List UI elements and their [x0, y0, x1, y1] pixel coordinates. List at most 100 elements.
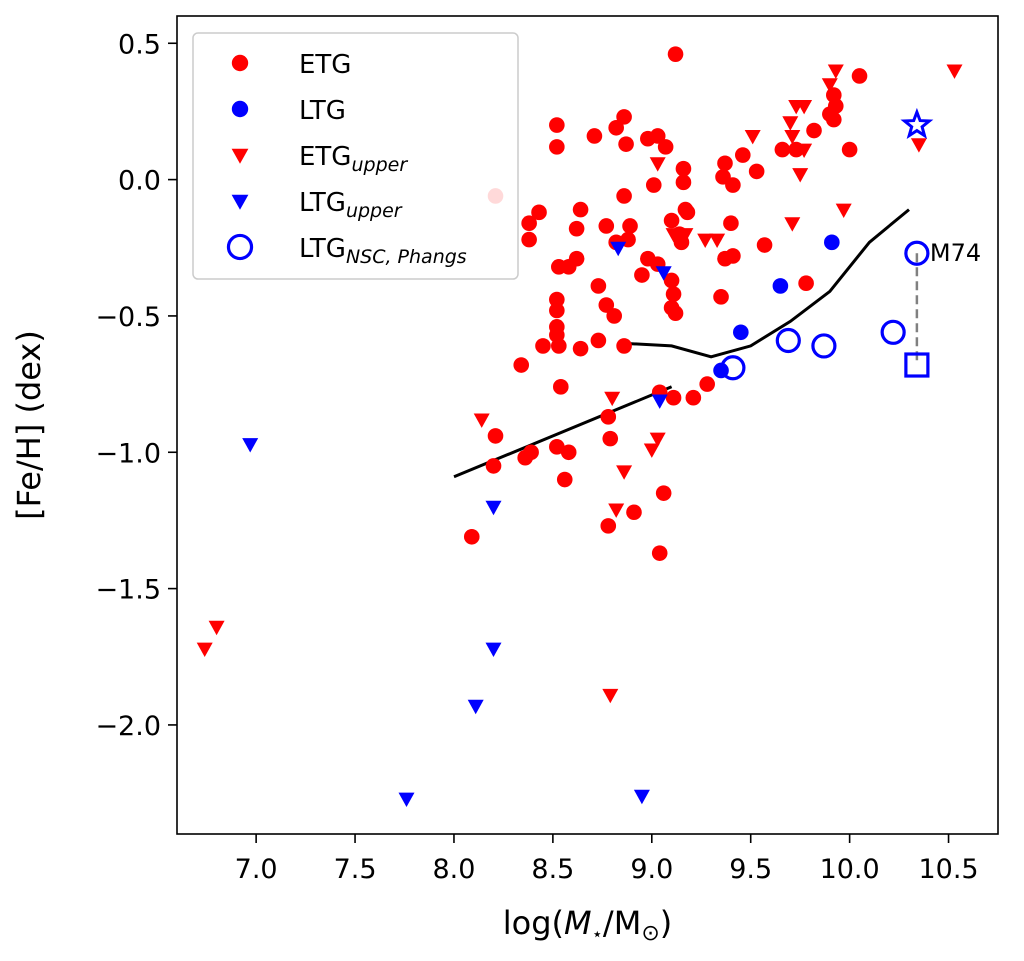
legend-marker: [231, 54, 249, 72]
series-etg: [463, 46, 868, 561]
etg-upper-point: [649, 432, 666, 447]
etg-point: [560, 444, 577, 461]
etg-point: [616, 109, 632, 125]
etg-upper-point: [649, 157, 666, 172]
etg-point: [602, 430, 619, 447]
legend: ETG LTG ETGupper LTGupper LTGNSC, Phangs: [192, 32, 519, 280]
series-m74-star: [900, 107, 934, 140]
legend-marker: [231, 194, 249, 210]
x-tick-label: 9.5: [729, 854, 772, 885]
etg-point: [618, 136, 634, 152]
etg-point: [521, 231, 537, 248]
etg-point: [675, 174, 692, 191]
annotation-label: M74: [930, 239, 981, 267]
y-tick-label: −0.5: [95, 302, 161, 333]
ltg-upper-point: [242, 438, 259, 453]
etg-point: [572, 340, 589, 357]
etg-upper-point: [792, 168, 809, 183]
etg-point: [822, 106, 838, 122]
etg-point: [485, 458, 502, 474]
ltg-nsc-point: [720, 355, 746, 381]
etg-point: [655, 485, 672, 501]
etg-point: [572, 201, 589, 218]
etg-point: [667, 46, 684, 62]
ltg-upper-point: [610, 241, 627, 257]
etg-point: [600, 409, 617, 425]
etg-point: [598, 297, 615, 313]
legend-label: LTG: [299, 96, 346, 126]
legend-entry-ltg-nsc: LTGNSC, Phangs: [226, 233, 467, 268]
etg-point: [616, 338, 632, 354]
etg-point: [523, 444, 539, 461]
etg-point: [513, 357, 530, 373]
etg-point: [600, 518, 617, 534]
etg-upper-point: [782, 116, 799, 131]
etg-point: [657, 139, 674, 155]
etg-point: [608, 119, 624, 136]
etg-upper-point: [473, 413, 490, 428]
ltg-point: [824, 234, 840, 251]
legend-entry-ltg-upper: LTGupper: [231, 188, 403, 222]
etg-point: [552, 379, 569, 395]
etg-point: [549, 291, 565, 308]
etg-point: [634, 267, 650, 283]
legend-label: LTGupper: [299, 188, 403, 222]
y-tick-label: −1.0: [95, 438, 161, 469]
legend-label: ETG: [299, 50, 351, 80]
etg-upper-point: [827, 64, 844, 79]
etg-point: [586, 128, 603, 144]
etg-point: [725, 248, 741, 264]
etg-point: [734, 147, 751, 163]
etg-point: [667, 305, 684, 322]
etg-point: [535, 338, 551, 354]
legend-entry-etg: ETG: [231, 50, 351, 80]
etg-upper-point: [796, 143, 813, 158]
etg-upper-point: [196, 642, 213, 657]
etg-point: [798, 275, 814, 292]
x-axis: 7.0 7.5 8.0 8.5 9.0 9.5 10.0 10.5: [235, 834, 979, 885]
etg-point: [626, 504, 642, 521]
y-tick-label: −1.5: [95, 575, 161, 606]
etg-point: [568, 250, 585, 267]
etg-point: [616, 188, 632, 204]
etg-upper-point: [208, 620, 225, 636]
m74-star-point: [900, 107, 934, 140]
etg-upper-point: [602, 688, 619, 704]
etg-upper-point: [821, 78, 838, 93]
ltg-upper-point: [633, 789, 650, 805]
etg-point: [699, 376, 715, 392]
etg-point: [713, 289, 729, 305]
series-ltg-upper: [242, 241, 672, 807]
etg-upper-point: [784, 130, 801, 145]
legend-marker: [231, 148, 249, 164]
ltg-upper-point: [651, 394, 668, 409]
etg-point: [841, 141, 858, 158]
etg-point: [531, 204, 547, 221]
etg-upper-point: [709, 233, 726, 248]
y-tick-label: 0.5: [118, 29, 161, 60]
ltg-nsc-point: [811, 333, 837, 359]
etg-upper-point: [946, 64, 963, 79]
legend-entry-etg-upper: ETGupper: [231, 142, 408, 176]
etg-point: [665, 286, 682, 302]
etg-upper-point: [784, 217, 801, 232]
plot-frame: [176, 15, 999, 835]
ltg-nsc-point: [904, 240, 930, 266]
etg-point: [556, 471, 573, 488]
etg-upper-point: [910, 138, 927, 153]
y-tick-label: 0.0: [118, 166, 161, 197]
etg-point: [606, 308, 623, 324]
etg-upper-point: [604, 391, 621, 407]
legend-label: LTGNSC, Phangs: [299, 234, 467, 268]
x-tick-label: 7.0: [235, 854, 278, 885]
etg-point: [851, 68, 868, 84]
ltg-upper-point: [485, 500, 502, 516]
etg-point: [549, 139, 565, 155]
etg-upper-point: [608, 503, 625, 518]
etg-point: [645, 177, 662, 193]
x-axis-label: log(M⋆/M⊙): [503, 904, 672, 946]
etg-upper-point: [643, 443, 660, 458]
etg-point: [590, 278, 607, 294]
ltg-upper-point: [655, 266, 672, 281]
etg-upper-point: [744, 130, 761, 145]
